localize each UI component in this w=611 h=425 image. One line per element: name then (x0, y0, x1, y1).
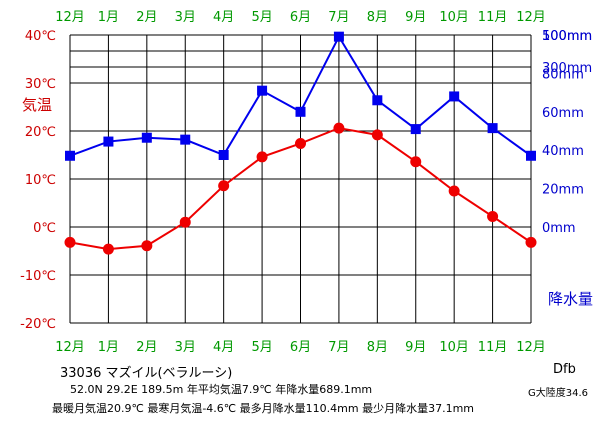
month-label-bottom: 8月 (367, 340, 388, 355)
temperature-point (525, 236, 537, 248)
temperature-series (64, 122, 537, 255)
precipitation-point (449, 91, 460, 102)
temperature-point (448, 185, 460, 197)
month-label-bottom: 3月 (175, 340, 196, 355)
month-label-bottom: 6月 (290, 340, 311, 355)
temperature-tick-label: -10℃ (20, 269, 56, 284)
temperature-point (487, 210, 499, 222)
precipitation-tick-label: 300mm (542, 61, 592, 76)
month-label-top: 7月 (328, 10, 349, 25)
climate-chart: 12月 1月 2月 3月 4月 5月 6月 7月 8月 9月 10月 11月 12月 12月 1月 2月 3月… (20, 10, 593, 355)
precipitation-tick-label: 80mm (542, 67, 584, 82)
month-label-bottom: 4月 (213, 340, 234, 355)
precipitation-tick-label: 20mm (542, 183, 584, 198)
month-label-top: 4月 (213, 10, 234, 25)
temperature-tick-label: 20℃ (25, 125, 56, 140)
temperature-point (102, 243, 114, 255)
precipitation-tick-label: 40mm (542, 144, 584, 159)
temperature-point (410, 156, 422, 168)
month-labels-top: 12月 1月 2月 3月 4月 5月 6月 7月 8月 9月 10月 11月 12月 (55, 10, 546, 25)
precipitation-axis-ticks: 500mm 300mm 100mm 80mm 60mm 40mm 20mm 0mm (542, 29, 592, 236)
temperature-point (179, 216, 191, 228)
month-label-top: 11月 (478, 10, 508, 25)
month-label-top: 12月 (516, 10, 546, 25)
temperature-point (141, 240, 153, 252)
month-label-bottom: 5月 (251, 340, 272, 355)
month-labels-bottom: 12月 1月 2月 3月 4月 5月 6月 7月 8月 9月 10月 11月 12月 (55, 340, 546, 355)
precipitation-point (526, 150, 536, 161)
temperature-tick-label: 40℃ (25, 29, 56, 44)
month-label-bottom: 12月 (55, 340, 85, 355)
precipitation-point (372, 95, 383, 106)
temperature-point (371, 129, 383, 141)
station-summary: 52.0N 29.2E 189.5m 年平均気温7.9℃ 年降水量689.1mm (70, 383, 373, 396)
temperature-tick-label: 30℃ (25, 77, 56, 92)
temperature-tick-label: -20℃ (20, 317, 56, 332)
month-label-top: 9月 (405, 10, 426, 25)
station-name: 33036 マズイル(ベラルーシ) (60, 366, 233, 381)
month-label-bottom: 12月 (516, 340, 546, 355)
precipitation-point (487, 123, 498, 134)
precipitation-point (141, 132, 152, 143)
precipitation-tick-label: 500mm (542, 29, 592, 44)
precipitation-point (180, 134, 191, 145)
temperature-point (218, 180, 230, 192)
precipitation-point (295, 106, 306, 117)
temperature-point (64, 236, 76, 248)
climate-class: Dfb (553, 362, 576, 377)
precipitation-tick-label: 60mm (542, 106, 584, 121)
temperature-tick-label: 10℃ (25, 173, 56, 188)
precipitation-point (257, 85, 268, 96)
precipitation-tick-label: 100mm (542, 29, 592, 44)
precipitation-point (103, 136, 114, 147)
temperature-tick-label: 0℃ (33, 221, 56, 236)
temperature-axis-ticks: 40℃ 30℃ 20℃ 10℃ 0℃ -10℃ -20℃ (20, 29, 56, 332)
month-label-top: 8月 (367, 10, 388, 25)
month-label-bottom: 2月 (136, 340, 157, 355)
month-label-bottom: 1月 (98, 340, 119, 355)
precipitation-axis-label: 降水量 (548, 290, 593, 308)
month-label-top: 2月 (136, 10, 157, 25)
continentality-index: G大陸度34.6 (528, 388, 589, 399)
station-extremes: 最暖月気温20.9℃ 最寒月気温-4.6℃ 最多月降水量110.4mm 最少月降… (52, 402, 474, 415)
temperature-point (295, 137, 306, 149)
precipitation-series (65, 31, 536, 161)
month-label-bottom: 11月 (478, 340, 508, 355)
month-label-top: 6月 (290, 10, 311, 25)
temperature-point (333, 122, 345, 134)
month-label-top: 10月 (439, 10, 469, 25)
month-label-top: 1月 (98, 10, 119, 25)
precipitation-point (333, 31, 344, 42)
grid-lines (70, 34, 531, 324)
month-label-top: 12月 (55, 10, 85, 25)
temperature-axis-label: 気温 (22, 96, 52, 114)
month-label-top: 5月 (251, 10, 272, 25)
month-label-bottom: 7月 (328, 340, 349, 355)
precipitation-point (65, 150, 75, 161)
month-label-bottom: 10月 (439, 340, 469, 355)
month-label-top: 3月 (175, 10, 196, 25)
precipitation-point (218, 150, 229, 160)
precipitation-tick-label: 0mm (542, 221, 576, 236)
temperature-point (256, 151, 268, 163)
month-label-bottom: 9月 (405, 340, 426, 355)
plot-frame (69, 35, 532, 323)
precipitation-point (410, 124, 421, 135)
